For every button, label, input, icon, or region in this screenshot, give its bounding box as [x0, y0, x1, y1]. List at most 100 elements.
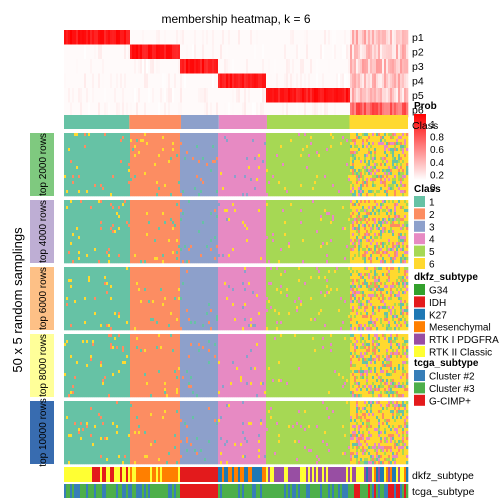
sampling-cell [214, 160, 216, 163]
sampling-cell [390, 151, 392, 154]
sampling-cell [150, 166, 152, 169]
sampling-cell [332, 160, 334, 163]
sampling-cell [106, 200, 108, 203]
prob-cell [170, 59, 172, 74]
sampling-cell [356, 133, 358, 136]
sampling-cell [216, 136, 218, 139]
sampling-cell [136, 166, 138, 169]
sampling-cell [104, 142, 106, 145]
sampling-cell [112, 172, 114, 175]
sampling-cell [322, 169, 324, 172]
sampling-cell [236, 166, 238, 169]
sampling-cell [200, 139, 202, 142]
prob-cell [222, 45, 224, 60]
sampling-cell [264, 203, 266, 206]
sampling-cell [188, 145, 190, 148]
sampling-cell [300, 172, 302, 175]
sampling-cell [330, 160, 332, 163]
sampling-cell [376, 133, 378, 136]
sampling-cell [376, 163, 378, 166]
prob-cell [114, 88, 116, 103]
sampling-cell [396, 187, 398, 190]
sampling-cell [64, 145, 66, 148]
sampling-cell [210, 181, 212, 184]
prob-cell [256, 45, 258, 60]
prob-cell [196, 59, 198, 74]
sampling-cell [138, 142, 140, 145]
sampling-cell [116, 157, 118, 160]
sampling-cell [290, 200, 292, 203]
sampling-cell [316, 133, 318, 136]
prob-cell [186, 59, 188, 74]
sampling-cell [304, 187, 306, 190]
sampling-cell [330, 172, 332, 175]
sampling-cell [372, 190, 374, 193]
sampling-cell [242, 154, 244, 157]
sampling-cell [384, 166, 386, 169]
sampling-cell [80, 154, 82, 157]
sampling-cell [326, 172, 328, 175]
sampling-cell [312, 169, 314, 172]
sampling-cell [202, 139, 204, 142]
prob-cell [200, 74, 202, 89]
sampling-cell [390, 163, 392, 166]
prob-cell [130, 45, 132, 60]
prob-cell [216, 30, 218, 45]
sampling-cell [214, 172, 216, 175]
sampling-cell [312, 172, 314, 175]
sampling-cell [114, 200, 116, 203]
sampling-cell [378, 157, 380, 160]
sampling-cell [358, 169, 360, 172]
sampling-cell [294, 160, 296, 163]
sampling-cell [106, 203, 108, 206]
chart-title: membership heatmap, k = 6 [161, 12, 310, 26]
prob-cell [330, 45, 332, 60]
sampling-cell [346, 163, 348, 166]
sampling-cell [258, 175, 260, 178]
sampling-cell [244, 163, 246, 166]
sampling-cell [274, 160, 276, 163]
sampling-cell [154, 175, 156, 178]
sampling-cell [174, 184, 176, 187]
sampling-cell [148, 190, 150, 193]
prob-cell [242, 30, 244, 45]
prob-cell [222, 59, 224, 74]
sampling-cell [350, 154, 352, 157]
sampling-cell [342, 175, 344, 178]
sampling-cell [176, 181, 178, 184]
sampling-cell [86, 142, 88, 145]
sampling-cell [354, 136, 356, 139]
prob-cell [304, 59, 306, 74]
sampling-cell [216, 163, 218, 166]
sampling-cell [194, 184, 196, 187]
sampling-cell [400, 184, 402, 187]
sampling-cell [166, 139, 168, 142]
sampling-cell [242, 172, 244, 175]
sampling-cell [210, 172, 212, 175]
sampling-cell [144, 142, 146, 145]
sampling-cell [374, 203, 376, 206]
sampling-cell [260, 169, 262, 172]
sampling-cell [112, 163, 114, 166]
sampling-cell [354, 154, 356, 157]
sampling-cell [366, 200, 368, 203]
sampling-cell [320, 142, 322, 145]
sampling-cell [334, 154, 336, 157]
sampling-cell [278, 200, 280, 203]
sampling-cell [202, 181, 204, 184]
sampling-cell [270, 139, 272, 142]
sampling-cell [374, 184, 376, 187]
sampling-cell [98, 142, 100, 145]
sampling-cell [370, 181, 372, 184]
prob-cell [148, 30, 150, 45]
sampling-cell [360, 142, 362, 145]
prob-cell [344, 45, 346, 60]
sampling-cell [326, 133, 328, 136]
sampling-cell [314, 193, 316, 196]
prob-cell [366, 74, 368, 89]
prob-cell [288, 30, 290, 45]
prob-cell [292, 74, 294, 89]
prob-cell [392, 59, 394, 74]
sampling-cell [134, 181, 136, 184]
sampling-cell [96, 160, 98, 163]
